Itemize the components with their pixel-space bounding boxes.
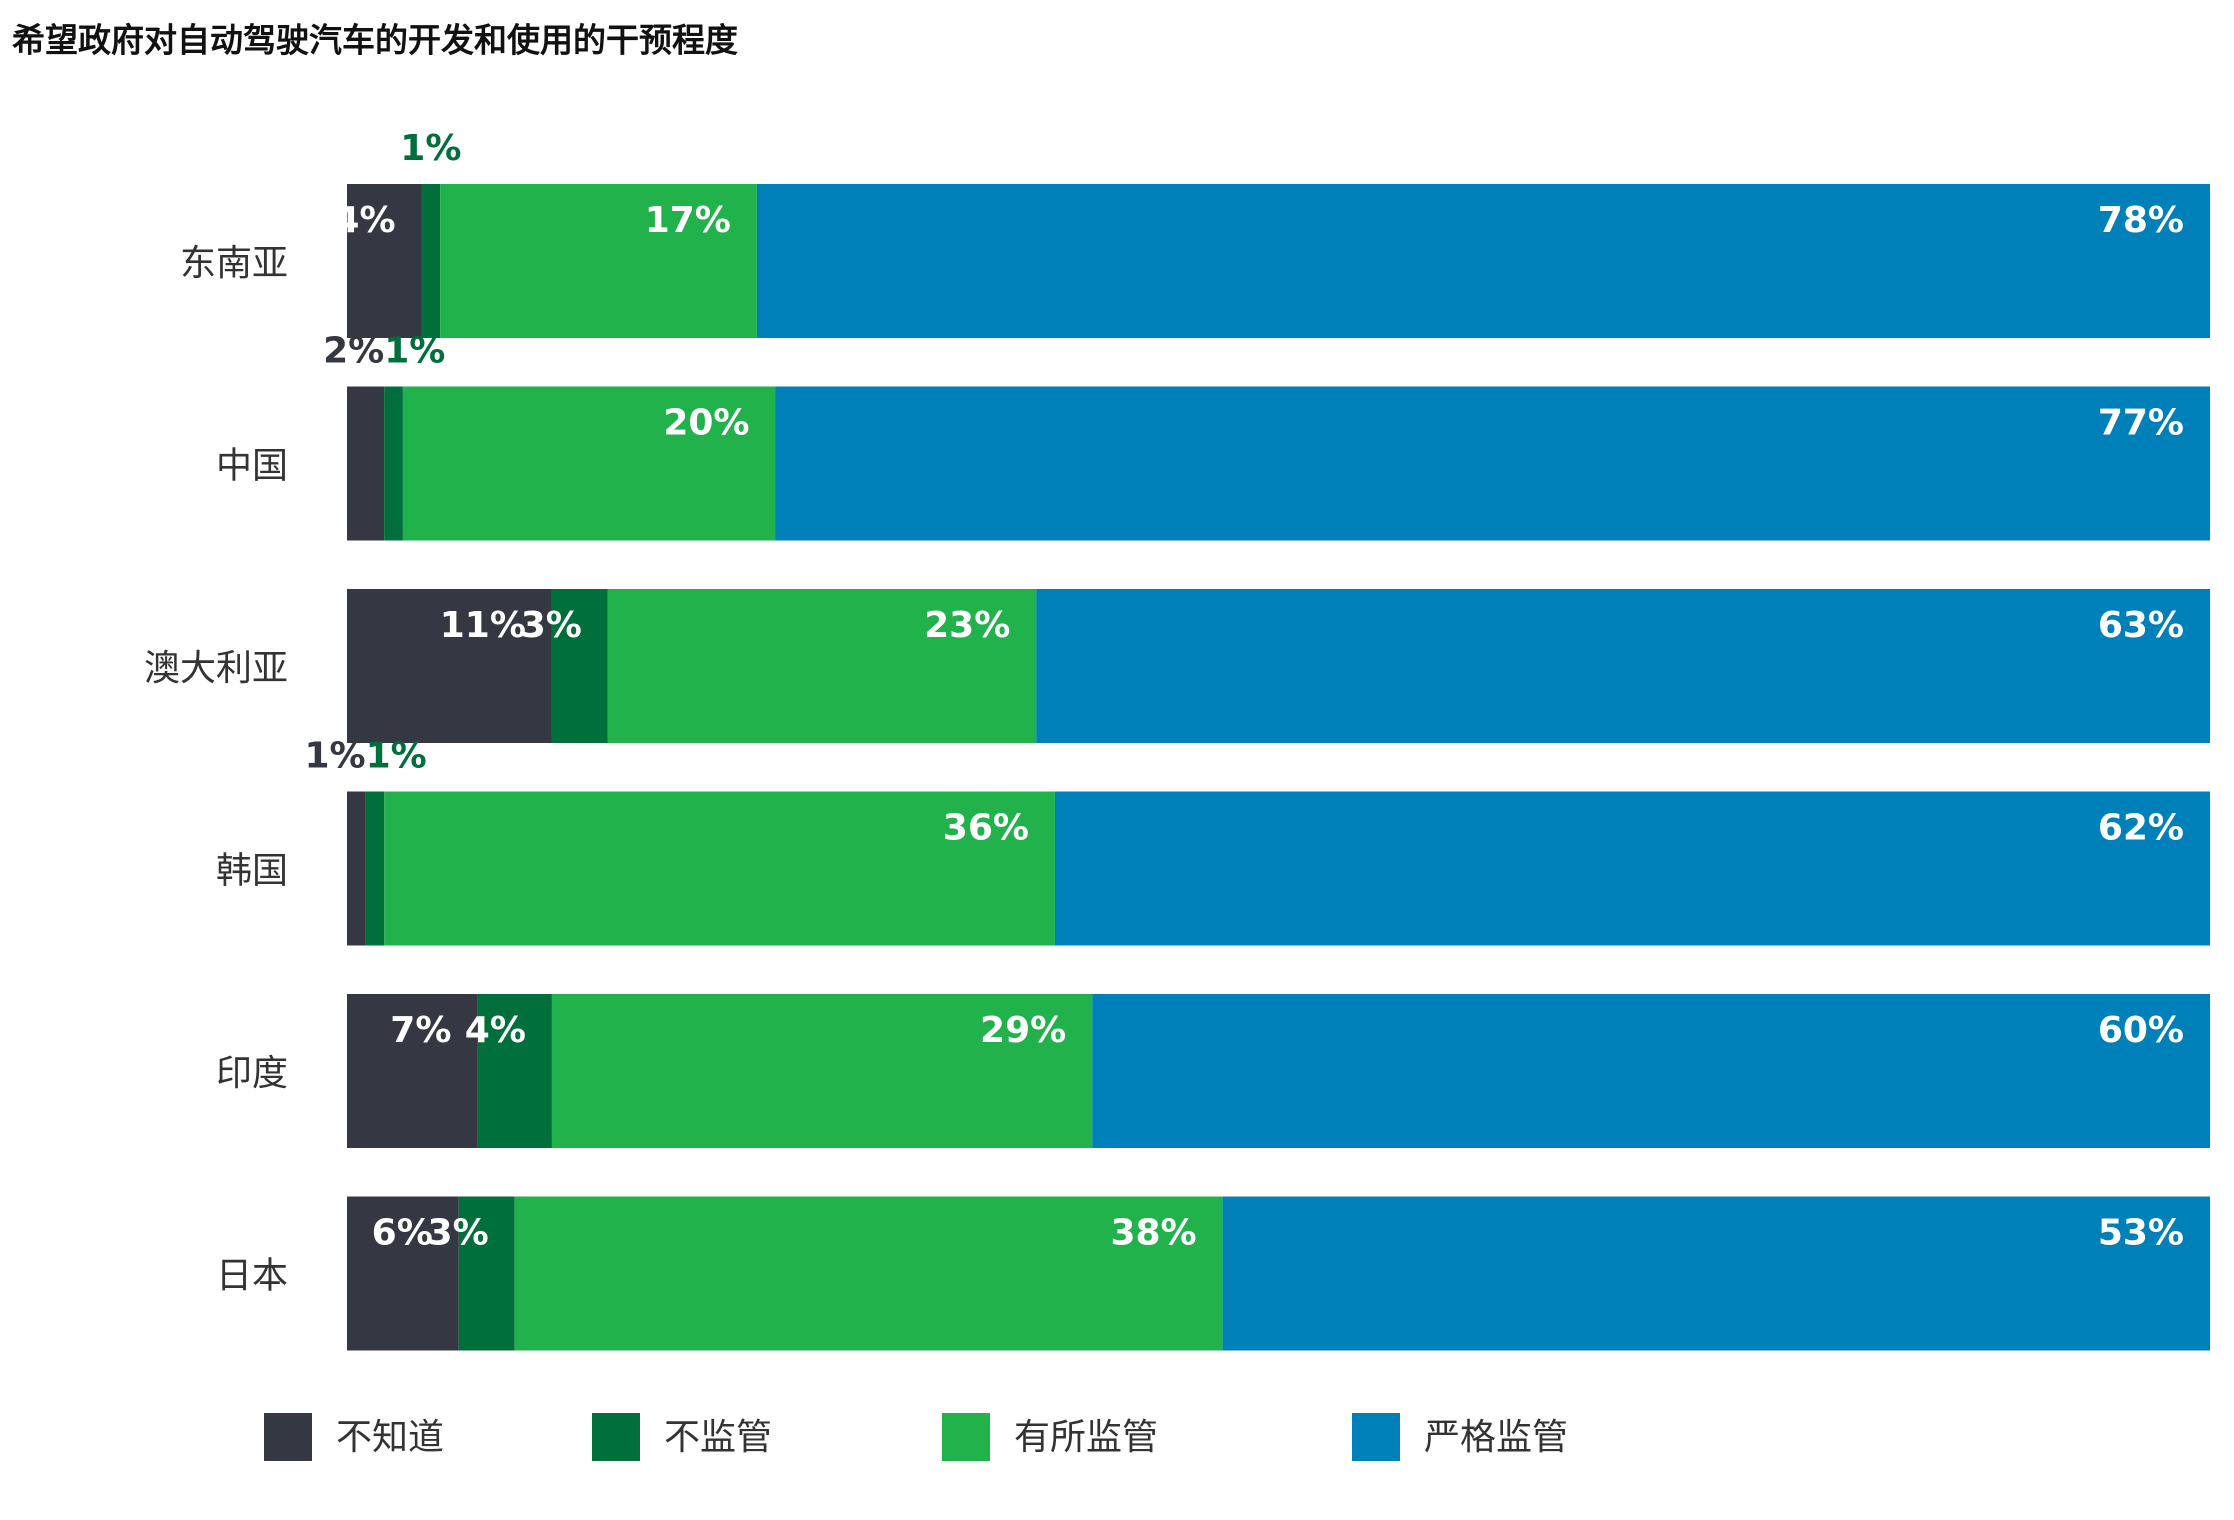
bar-segment — [347, 791, 366, 946]
bar-segment — [384, 791, 1055, 946]
bar-segment — [384, 386, 403, 541]
bar-segment — [756, 184, 2210, 338]
bar-segment — [551, 589, 608, 743]
value-label: 36% — [943, 808, 1029, 849]
value-label: 1% — [400, 128, 461, 169]
y-tick-label: 中国 — [216, 446, 288, 487]
value-label: 77% — [2098, 403, 2184, 444]
bar-segment — [347, 589, 552, 743]
legend-swatch — [592, 1413, 640, 1461]
y-tick-label: 澳大利亚 — [144, 648, 288, 689]
value-label: 78% — [2098, 200, 2184, 241]
bar-segment — [347, 994, 478, 1148]
value-label: 7% — [390, 1010, 451, 1051]
y-tick-label: 日本 — [216, 1256, 288, 1297]
value-label: 23% — [924, 605, 1010, 646]
value-label: 20% — [663, 403, 749, 444]
bar-segment — [347, 184, 422, 338]
legend-label: 不监管 — [664, 1417, 772, 1458]
bar-segment — [458, 1196, 515, 1351]
bar-segment — [477, 994, 552, 1148]
bar-segment — [440, 184, 757, 338]
legend-swatch — [264, 1413, 312, 1461]
bar-segment — [1054, 791, 2210, 946]
value-label: 3% — [428, 1213, 489, 1254]
bar-segment — [347, 1196, 459, 1351]
value-label: 62% — [2098, 808, 2184, 849]
value-label: 4% — [334, 200, 395, 241]
bar-segment — [607, 589, 1037, 743]
bar-segment — [365, 791, 385, 946]
bar-segment — [1092, 994, 2210, 1148]
legend-swatch — [1352, 1413, 1400, 1461]
bar-segment — [551, 994, 1093, 1148]
value-label: 1% — [305, 736, 366, 777]
value-label: 1% — [384, 331, 445, 372]
value-label: 6% — [372, 1213, 433, 1254]
bar-segment — [421, 184, 441, 338]
legend-label: 不知道 — [336, 1417, 444, 1458]
bar-segment — [402, 386, 776, 541]
value-label: 29% — [980, 1010, 1066, 1051]
value-label: 2% — [323, 331, 384, 372]
bar-segment — [514, 1196, 1223, 1351]
value-label: 53% — [2098, 1213, 2184, 1254]
y-tick-label: 印度 — [216, 1053, 288, 1094]
bar-segment — [775, 386, 2210, 541]
legend-swatch — [942, 1413, 990, 1461]
value-label: 17% — [645, 200, 731, 241]
value-label: 63% — [2098, 605, 2184, 646]
bar-segment — [1222, 1196, 2210, 1351]
value-label: 38% — [1110, 1213, 1196, 1254]
bar-segment — [347, 386, 385, 541]
value-label: 3% — [521, 605, 582, 646]
legend-label: 严格监管 — [1424, 1417, 1568, 1458]
value-label: 4% — [465, 1010, 526, 1051]
value-label: 11% — [440, 605, 526, 646]
chart-title: 希望政府对自动驾驶汽车的开发和使用的干预程度 — [12, 21, 738, 60]
legend-label: 有所监管 — [1014, 1417, 1158, 1458]
bar-segment — [1036, 589, 2210, 743]
value-label: 1% — [366, 736, 427, 777]
value-label: 60% — [2098, 1010, 2184, 1051]
y-tick-label: 韩国 — [216, 851, 288, 892]
y-tick-label: 东南亚 — [180, 243, 288, 284]
